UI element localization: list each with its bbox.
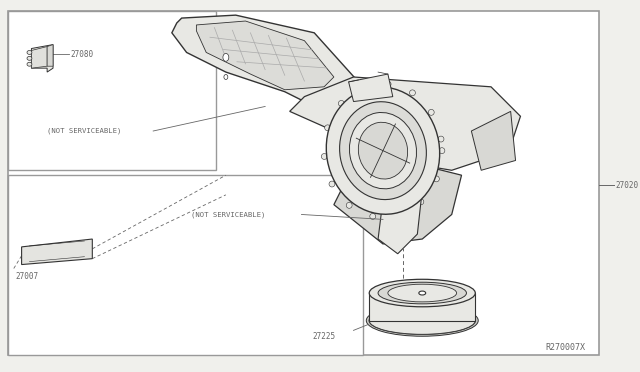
Polygon shape [196, 21, 334, 90]
Ellipse shape [324, 125, 331, 131]
Ellipse shape [439, 148, 445, 154]
Ellipse shape [396, 212, 401, 218]
Ellipse shape [27, 62, 32, 66]
Text: (NOT SERVICEABLE): (NOT SERVICEABLE) [47, 128, 122, 134]
Ellipse shape [329, 181, 335, 187]
Ellipse shape [419, 291, 426, 295]
Ellipse shape [369, 307, 476, 334]
Ellipse shape [346, 202, 352, 208]
Bar [8, 175, 364, 355]
Ellipse shape [358, 122, 408, 179]
Ellipse shape [410, 90, 415, 96]
Ellipse shape [369, 307, 476, 334]
Ellipse shape [418, 199, 424, 205]
Ellipse shape [27, 57, 32, 60]
Polygon shape [31, 46, 47, 68]
Polygon shape [31, 45, 53, 72]
Ellipse shape [326, 87, 440, 214]
Ellipse shape [369, 279, 476, 307]
Text: 27080: 27080 [70, 50, 94, 59]
Ellipse shape [370, 214, 376, 219]
Polygon shape [472, 111, 516, 170]
Text: 27020: 27020 [616, 180, 639, 189]
Ellipse shape [339, 100, 344, 106]
Ellipse shape [378, 282, 467, 304]
Text: (NOT SERVICEABLE): (NOT SERVICEABLE) [191, 211, 266, 218]
Polygon shape [172, 15, 358, 102]
Ellipse shape [360, 85, 366, 91]
Text: 27007: 27007 [16, 272, 39, 281]
Ellipse shape [438, 136, 444, 142]
Ellipse shape [349, 112, 417, 189]
Ellipse shape [321, 154, 327, 160]
Ellipse shape [433, 176, 439, 182]
Bar [8, 11, 216, 170]
Ellipse shape [223, 54, 229, 61]
Ellipse shape [224, 74, 228, 80]
Polygon shape [334, 166, 461, 244]
Polygon shape [22, 239, 92, 264]
Ellipse shape [428, 109, 434, 115]
Ellipse shape [340, 102, 426, 200]
Polygon shape [349, 74, 393, 102]
Polygon shape [290, 77, 520, 170]
Text: 27225: 27225 [312, 332, 335, 341]
Ellipse shape [27, 51, 32, 54]
Text: R270007X: R270007X [545, 343, 585, 352]
Ellipse shape [366, 305, 478, 336]
Ellipse shape [385, 81, 391, 87]
Ellipse shape [388, 284, 456, 302]
Polygon shape [47, 45, 53, 66]
Polygon shape [378, 190, 422, 254]
Polygon shape [369, 293, 476, 321]
